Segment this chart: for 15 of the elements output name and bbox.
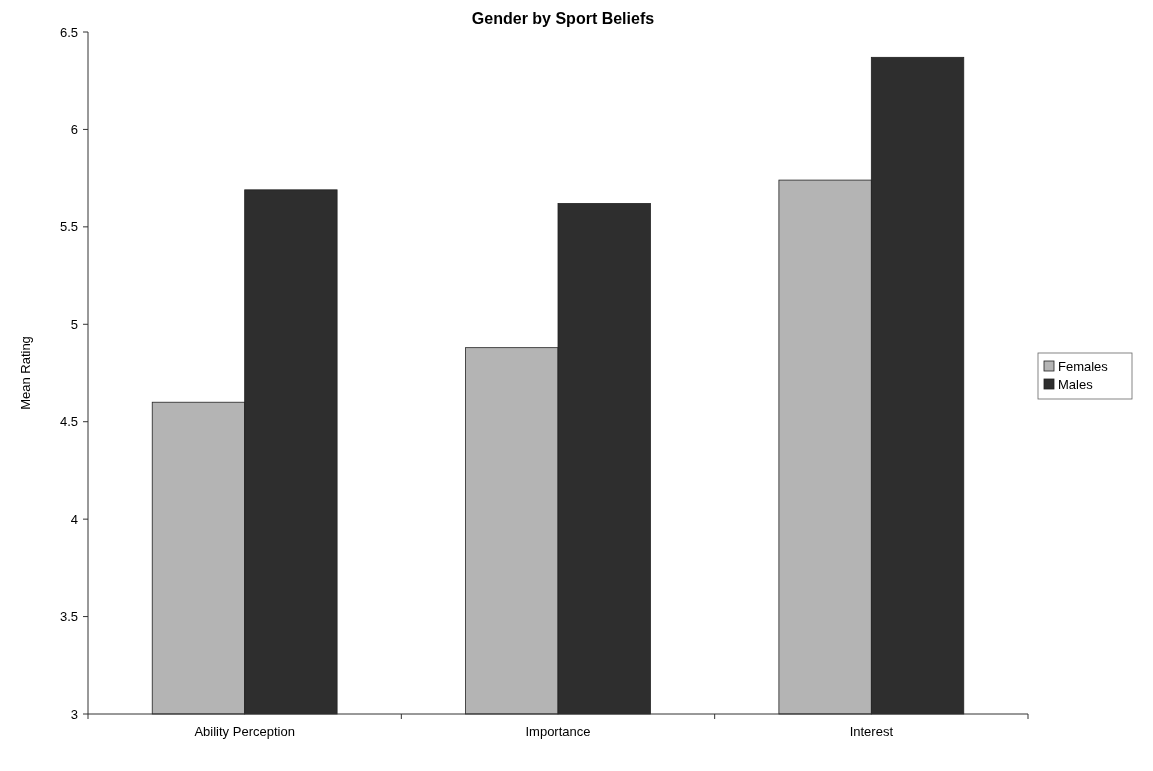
y-tick-label: 4 (70, 511, 78, 527)
legend-label: Males (1058, 376, 1094, 392)
y-tick-label: 5 (70, 316, 78, 332)
y-tick-label: 6 (70, 121, 78, 137)
chart-title: Gender by Sport Beliefs (471, 10, 655, 27)
x-tick-label: Interest (849, 724, 894, 739)
y-tick-label: 3.5 (59, 609, 78, 625)
y-tick-label: 3 (70, 706, 78, 722)
x-tick-label: Importance (525, 724, 591, 739)
y-axis-title: Mean Rating (18, 336, 33, 410)
legend-label: Females (1058, 358, 1109, 374)
y-tick-label: 4.5 (59, 414, 78, 430)
x-tick-label: Ability Perception (194, 724, 295, 739)
y-tick-label: 5.5 (59, 219, 78, 235)
y-tick-label: 6.5 (59, 24, 78, 40)
